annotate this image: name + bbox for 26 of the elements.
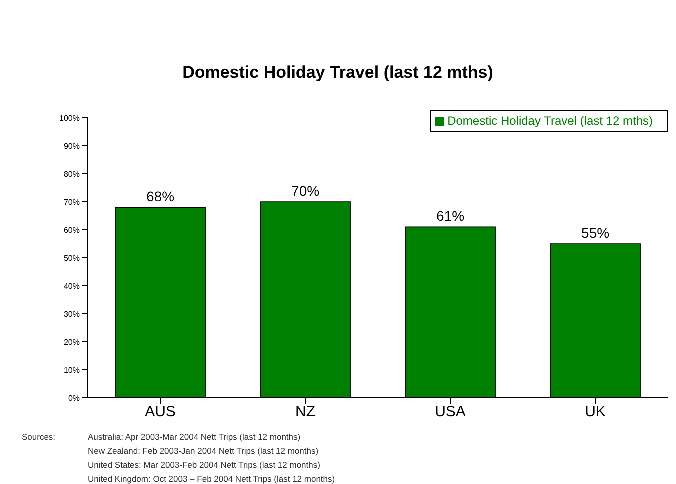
data-label: 70% <box>292 183 320 199</box>
y-tick-label: 60% <box>64 226 80 235</box>
data-label: 61% <box>436 208 465 224</box>
x-tick-label: USA <box>435 404 466 421</box>
y-tick-label: 0% <box>68 394 80 403</box>
x-tick-label: AUS <box>145 404 176 421</box>
text: Australia: Apr 2003-Mar 2004 Nett Trips (last 12 months) <box>88 431 302 444</box>
x-tick-label: NZ <box>296 404 316 421</box>
y-tick-label: 10% <box>64 366 80 375</box>
y-tick-label: 100% <box>60 114 80 123</box>
source-note: Sources: <box>22 431 57 444</box>
y-tick-label: 50% <box>64 254 80 263</box>
y-tick-label: 40% <box>64 282 80 291</box>
data-label: 68% <box>146 188 175 205</box>
y-tick-label: 90% <box>64 142 80 151</box>
y-tick-label: 20% <box>64 338 80 347</box>
x-tick-label: UK <box>585 404 606 421</box>
chart-title: Domestic Holiday Travel (last 12 mths) <box>182 63 494 83</box>
y-tick-label: 70% <box>64 198 80 207</box>
text: United States: Mar 2003-Feb 2004 Nett Trips (last 12 months) <box>88 459 322 472</box>
text: New Zealand: Feb 2003-Jan 2004 Nett Trips (last 12 months) <box>88 445 320 458</box>
y-tick-label: 80% <box>64 170 80 179</box>
text: United Kingdom: Oct 2003 – Feb 2004 Nett Trips (last 12 months) <box>88 473 336 484</box>
legend-label: Domestic Holiday Travel (last 12 mths) <box>448 114 653 128</box>
data-label: 55% <box>582 225 610 241</box>
y-tick-label: 30% <box>64 310 80 319</box>
